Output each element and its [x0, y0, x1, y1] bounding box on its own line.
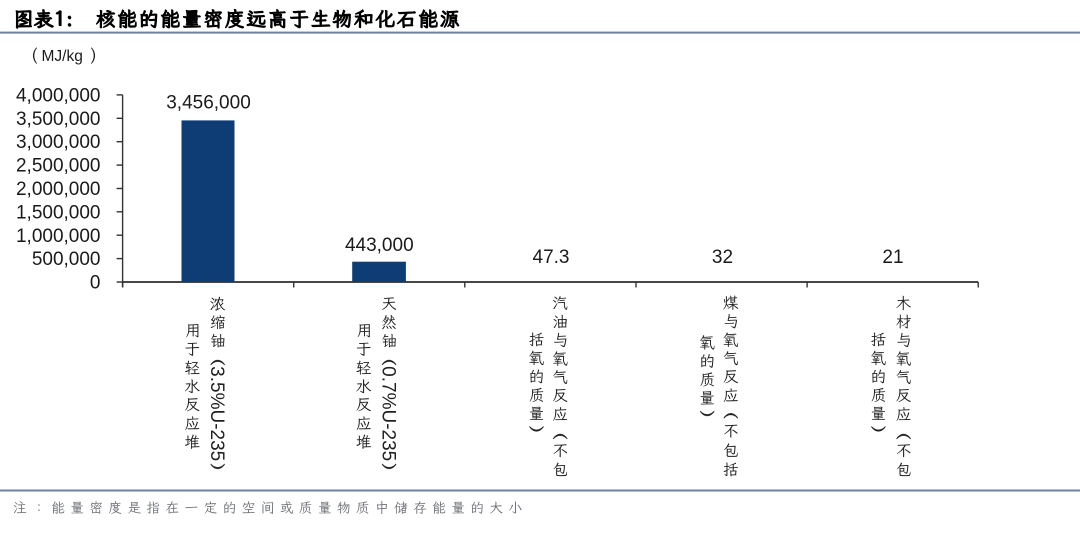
svg-text:1,500,000: 1,500,000 — [16, 202, 101, 223]
svg-text:3,000,000: 3,000,000 — [16, 132, 101, 153]
svg-text:443,000: 443,000 — [345, 235, 414, 256]
svg-text:21: 21 — [882, 247, 903, 268]
svg-text:0: 0 — [90, 273, 101, 294]
svg-text:3.5%U-235: 3.5%U-235 — [206, 366, 227, 461]
svg-text:MJ/kg: MJ/kg — [42, 48, 83, 65]
svg-text:32: 32 — [712, 247, 733, 268]
svg-text:3,456,000: 3,456,000 — [166, 92, 251, 113]
svg-text:2,000,000: 2,000,000 — [16, 179, 101, 200]
svg-text:47.3: 47.3 — [533, 247, 570, 268]
svg-text:500,000: 500,000 — [32, 249, 101, 270]
svg-text:2,500,000: 2,500,000 — [16, 156, 101, 177]
svg-text:1,000,000: 1,000,000 — [16, 226, 101, 247]
svg-text:0.7%U-235: 0.7%U-235 — [378, 366, 399, 461]
svg-text:3,500,000: 3,500,000 — [16, 109, 101, 130]
svg-text:4,000,000: 4,000,000 — [16, 86, 101, 107]
